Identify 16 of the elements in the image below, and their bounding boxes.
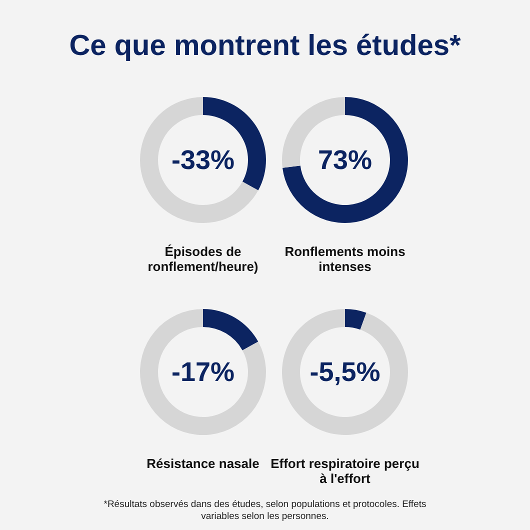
text: Résistance nasale [146,456,260,471]
donut-slice [140,97,258,223]
text: *Résultats observés dans des études, selon populations et protocoles. Effets variables selon les personnes. [102,499,428,523]
text: Effort respiratoire perçu à l'effort [270,456,420,486]
text: Ronflements moins intenses [284,244,406,274]
donut-slice [282,309,408,435]
donut-slice [140,309,266,435]
text: -17% [170,356,236,388]
donut-slice [203,309,258,350]
donut-slice [345,309,366,330]
chart-title: Ce que montrent les études* [68,30,462,63]
text: -5,5% [308,356,382,388]
text: -33% [170,144,236,176]
donut-slice [282,97,408,223]
text: 73% [316,144,374,176]
text: Épisodes de ronflement/heure) [146,244,260,274]
